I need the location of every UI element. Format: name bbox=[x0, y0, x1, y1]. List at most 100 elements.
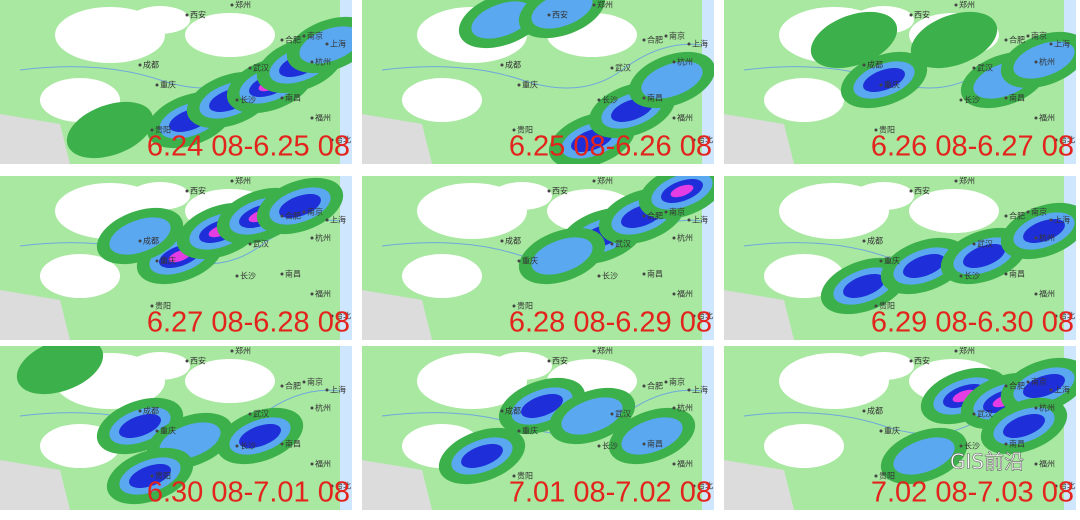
city-label: 杭州 bbox=[1039, 233, 1055, 243]
city-label: 郑州 bbox=[959, 176, 975, 186]
rain-area bbox=[1013, 41, 1075, 79]
city-label: 长沙 bbox=[240, 95, 256, 105]
rain-area bbox=[461, 443, 503, 469]
border-area bbox=[362, 290, 432, 340]
city-label: 贵阳 bbox=[155, 301, 171, 311]
city-label: 南京 bbox=[307, 31, 323, 41]
city-label: 重庆 bbox=[522, 426, 538, 436]
dry-area bbox=[402, 254, 482, 298]
city-dot bbox=[687, 218, 691, 222]
city-dot bbox=[155, 83, 159, 87]
city-label: 杭州 bbox=[315, 233, 331, 243]
rain-area bbox=[129, 463, 171, 489]
dry-area bbox=[854, 182, 914, 210]
city-label: 南昌 bbox=[647, 93, 663, 103]
city-label: 长沙 bbox=[602, 441, 618, 451]
city-dot bbox=[512, 474, 516, 478]
city-label: 南京 bbox=[307, 207, 323, 217]
city-dot bbox=[687, 42, 691, 46]
rain-area bbox=[299, 26, 352, 64]
city-dot bbox=[972, 242, 976, 246]
city-label: 上海 bbox=[692, 385, 708, 395]
city-dot bbox=[610, 242, 614, 246]
city-dot bbox=[512, 128, 516, 132]
city-dot bbox=[874, 128, 878, 132]
city-dot bbox=[280, 214, 284, 218]
city-label: 长沙 bbox=[602, 95, 618, 105]
city-dot bbox=[862, 239, 866, 243]
city-dot bbox=[185, 359, 189, 363]
border-area bbox=[724, 460, 794, 510]
city-label: 南昌 bbox=[1009, 93, 1025, 103]
city-label: 贵阳 bbox=[879, 301, 895, 311]
city-dot bbox=[500, 409, 504, 413]
city-dot bbox=[592, 3, 596, 7]
city-dot bbox=[325, 42, 329, 46]
city-dot bbox=[248, 412, 252, 416]
city-dot bbox=[500, 239, 504, 243]
rain-area bbox=[521, 393, 563, 419]
city-dot bbox=[1004, 272, 1008, 276]
city-label: 重庆 bbox=[522, 80, 538, 90]
city-label: 台北 bbox=[1059, 311, 1075, 321]
city-dot bbox=[664, 380, 668, 384]
rain-area bbox=[239, 423, 281, 449]
city-dot bbox=[235, 98, 239, 102]
city-dot bbox=[330, 138, 334, 142]
city-label: 南昌 bbox=[285, 439, 301, 449]
period-label: 6.27 08-6.28 08 bbox=[147, 307, 350, 339]
city-label: 武汉 bbox=[253, 63, 269, 73]
rain-area bbox=[952, 389, 976, 403]
city-dot bbox=[672, 406, 676, 410]
city-dot bbox=[280, 38, 284, 42]
city-dot bbox=[642, 96, 646, 100]
city-label: 福州 bbox=[315, 460, 331, 469]
border-area bbox=[0, 114, 70, 164]
city-label: 合肥 bbox=[1009, 35, 1025, 45]
city-dot bbox=[1034, 462, 1038, 466]
city-label: 成都 bbox=[505, 60, 521, 70]
city-dot bbox=[500, 63, 504, 67]
border-area bbox=[724, 114, 794, 164]
city-label: 长沙 bbox=[964, 95, 980, 105]
city-dot bbox=[248, 66, 252, 70]
city-label: 杭州 bbox=[315, 57, 331, 67]
city-dot bbox=[230, 349, 234, 353]
dry-area bbox=[492, 182, 552, 210]
city-label: 武汉 bbox=[977, 409, 993, 419]
city-label: 成都 bbox=[867, 236, 883, 246]
city-dot bbox=[959, 274, 963, 278]
rain-area bbox=[66, 101, 154, 159]
city-dot bbox=[547, 189, 551, 193]
city-label: 上海 bbox=[1054, 385, 1070, 395]
watermark: GIS前沿 bbox=[950, 450, 1024, 474]
city-label: 重庆 bbox=[160, 426, 176, 436]
city-label: 南昌 bbox=[1009, 269, 1025, 279]
rain-area bbox=[621, 417, 683, 455]
city-label: 南京 bbox=[1031, 207, 1047, 217]
city-dot bbox=[185, 189, 189, 193]
city-dot bbox=[1034, 292, 1038, 296]
city-dot bbox=[692, 484, 696, 488]
period-label: 6.29 08-6.30 08 bbox=[871, 307, 1074, 339]
city-dot bbox=[138, 409, 142, 413]
city-dot bbox=[1004, 38, 1008, 42]
city-dot bbox=[687, 388, 691, 392]
city-label: 合肥 bbox=[285, 35, 301, 45]
city-dot bbox=[1049, 42, 1053, 46]
dry-area bbox=[764, 78, 844, 122]
city-dot bbox=[310, 236, 314, 240]
city-label: 杭州 bbox=[315, 403, 331, 413]
city-dot bbox=[954, 349, 958, 353]
city-dot bbox=[302, 380, 306, 384]
city-dot bbox=[862, 409, 866, 413]
city-label: 南京 bbox=[307, 377, 323, 387]
city-label: 西安 bbox=[190, 10, 206, 20]
city-label: 长沙 bbox=[240, 271, 256, 281]
rain-area bbox=[910, 11, 998, 69]
